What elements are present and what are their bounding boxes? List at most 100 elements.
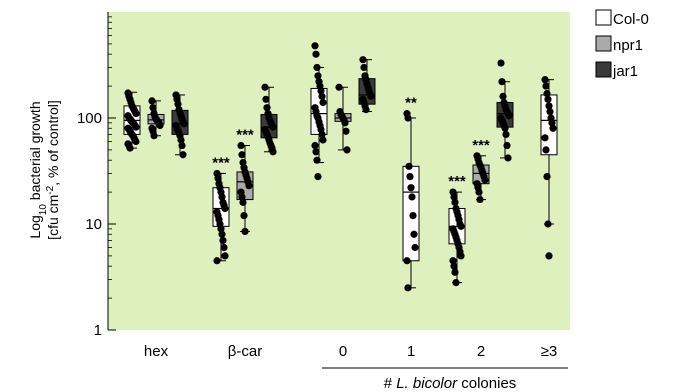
data-point [245,182,253,190]
box-≥3-Col-0 [540,76,558,260]
data-point [548,119,556,127]
box-2-jar1 [496,59,514,162]
data-point [450,262,458,270]
data-point [449,257,457,265]
data-point [545,252,553,260]
data-point [403,257,411,265]
data-point [239,198,247,206]
data-point [261,83,269,91]
data-point [237,141,245,150]
data-point [502,130,510,139]
plot-background [108,12,570,330]
data-point [505,112,513,120]
data-point [501,124,509,132]
data-point [452,279,460,287]
x-tick-label: 2 [477,343,485,360]
data-point [132,123,140,131]
box-0-jar1 [358,56,376,114]
significance-marker: *** [236,127,254,144]
y-axis-label-units: [cfu cm-2, % of control] [45,100,62,240]
y-axis: 1 10 100 [77,12,116,339]
data-point [269,123,277,131]
data-point [411,243,419,252]
data-point [240,212,248,220]
box-0-npr1 [334,83,352,154]
data-point [213,257,221,265]
data-point [545,102,553,110]
data-point [217,225,225,233]
data-point [178,141,186,150]
x-tick-label: ≥3 [541,343,558,360]
data-point [263,104,271,112]
data-point [341,119,349,127]
significance-marker: *** [448,173,466,190]
x-tick-label: 0 [339,343,347,360]
data-point [543,89,551,98]
x-axis-labels: hex β-car 0 1 2 ≥3 [144,343,557,360]
data-point [218,230,226,238]
data-point [549,124,557,132]
data-point [410,230,418,238]
data-point [314,72,322,80]
group-label-prefix: # [384,375,397,392]
data-point [150,132,158,140]
data-point [221,252,229,260]
data-point [406,173,414,181]
data-point [314,173,322,181]
data-point [214,174,222,182]
data-point [499,92,507,100]
data-point [497,59,505,67]
data-point [542,146,550,154]
y-tick-label: 10 [85,216,102,233]
data-point [359,56,367,64]
data-point [126,144,134,152]
data-point [451,198,459,206]
legend-label-Col-0: Col-0 [613,11,649,28]
x-tick-label: 1 [407,343,415,360]
box-1-Col-0 [402,110,420,292]
ylabel-log-subscript: 10 [38,204,49,216]
significance-marker: *** [472,137,490,154]
x-tick-label: hex [144,343,169,360]
data-point [238,193,246,201]
box-2-npr1 [472,152,490,204]
data-point [544,95,552,103]
data-point [319,98,327,107]
data-point [313,63,321,72]
data-point [318,92,326,100]
data-point [180,120,188,128]
data-point [132,110,140,118]
group-label-species: L. bicolor [396,375,458,392]
data-point [546,107,554,116]
data-point [221,204,229,213]
data-point [149,104,157,112]
box-β-car-jar1 [260,83,278,156]
box-0-Col-0 [310,42,328,181]
data-point [542,82,550,90]
y-tick-label: 100 [77,110,102,127]
data-point [313,156,321,164]
data-point [218,193,226,201]
data-point [476,195,484,204]
data-point [405,162,413,170]
data-point [132,137,140,146]
data-point [311,42,319,50]
ylabel-cfu-superscript: -2 [45,185,56,194]
x-tick-label: β-car [228,343,262,360]
ylabel-cfu: [cfu cm [45,195,61,240]
data-point [408,193,416,201]
box-β-car-Col-0 [212,169,230,265]
data-point [475,188,483,196]
data-point [498,78,506,86]
box-hex-Col-0 [123,89,141,152]
box-β-car-npr1 [236,141,254,236]
data-point [504,154,512,162]
data-point [543,173,551,181]
box-hex-jar1 [171,91,189,159]
y-tick-label: 1 [94,322,102,339]
significance-marker: *** [212,154,230,171]
data-point [360,63,368,72]
data-point [262,95,270,103]
data-point [503,141,511,150]
